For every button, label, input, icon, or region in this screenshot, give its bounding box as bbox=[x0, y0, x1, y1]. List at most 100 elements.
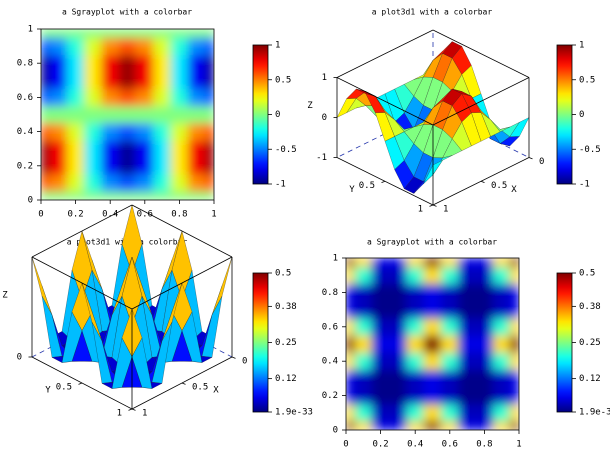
y-tick-label: 0.6 bbox=[322, 322, 338, 332]
heatmap-cell bbox=[458, 266, 477, 285]
y-tick-label: 0.2 bbox=[322, 391, 338, 401]
heatmap-cell bbox=[458, 300, 477, 319]
heatmap-cell bbox=[135, 191, 154, 200]
heatmap-cell bbox=[41, 54, 50, 73]
heatmap-cell bbox=[118, 54, 137, 73]
box-edge bbox=[31, 256, 133, 310]
colorbar-tick-label: 0.5 bbox=[579, 269, 595, 279]
heatmap-cell bbox=[205, 29, 214, 38]
heatmap-cell bbox=[388, 386, 407, 405]
heatmap-cell bbox=[118, 191, 137, 200]
y-tick-label: 0.4 bbox=[322, 357, 338, 367]
heatmap-cell bbox=[388, 300, 407, 319]
heatmap-cell bbox=[423, 258, 442, 267]
colorbar bbox=[252, 44, 269, 185]
y-tick bbox=[429, 204, 434, 207]
heatmap-cell bbox=[101, 174, 120, 192]
y-tick-label: 1 bbox=[117, 409, 122, 419]
heatmap-cell bbox=[170, 71, 189, 90]
heatmap-cell bbox=[153, 156, 172, 175]
z-tick-label: 0 bbox=[322, 113, 327, 123]
heatmap-cell bbox=[510, 403, 519, 422]
heatmap-cell bbox=[205, 88, 214, 107]
heatmap-cell bbox=[187, 37, 206, 55]
heatmap-cell bbox=[205, 105, 214, 124]
heatmap-cell bbox=[492, 266, 511, 285]
heatmap-cell bbox=[388, 352, 407, 371]
heatmap-cell bbox=[346, 317, 355, 336]
heatmap-cell bbox=[388, 421, 407, 430]
z-tick-label: -1 bbox=[316, 153, 327, 163]
heatmap-cell bbox=[83, 191, 102, 200]
heatmap-cell bbox=[205, 139, 214, 158]
heatmap-cell bbox=[388, 258, 407, 267]
heatmap-cell bbox=[66, 139, 85, 158]
heatmap-cell bbox=[153, 54, 172, 73]
heatmap-cell bbox=[83, 37, 102, 55]
heatmap-cell bbox=[205, 191, 214, 200]
heatmap-cell bbox=[346, 386, 355, 405]
box-edge bbox=[131, 204, 233, 258]
x-tick bbox=[432, 204, 437, 207]
heatmap-cell bbox=[41, 156, 50, 175]
heatmap-cell bbox=[49, 29, 68, 38]
colorbar-tick-label: -0.5 bbox=[579, 145, 601, 155]
heatmap-cell bbox=[406, 266, 425, 285]
heatmap-cell bbox=[510, 317, 519, 336]
x-tick-label: 0 bbox=[242, 357, 247, 367]
heatmap-cell bbox=[440, 258, 459, 267]
y-tick-label: 0.5 bbox=[359, 181, 375, 191]
heatmap-cell bbox=[492, 421, 511, 430]
colorbar-tick-label: 0 bbox=[579, 110, 584, 120]
heatmap-cell bbox=[458, 283, 477, 302]
plot-frame bbox=[40, 28, 215, 201]
heatmap-cell bbox=[83, 174, 102, 192]
heatmap-cell bbox=[492, 369, 511, 388]
heatmap-cell bbox=[440, 369, 459, 388]
heatmap-cell bbox=[346, 266, 355, 285]
colorbar-tick-label: 0.38 bbox=[275, 302, 297, 312]
heatmap-cell bbox=[346, 283, 355, 302]
heatmap-cell bbox=[101, 29, 120, 38]
heatmap-cell bbox=[170, 29, 189, 38]
heatmap-cell bbox=[66, 29, 85, 38]
heatmap-cell bbox=[41, 88, 50, 107]
heatmap-cell bbox=[135, 37, 154, 55]
colorbar-tick-label: 0.12 bbox=[579, 374, 601, 384]
heatmap-cell bbox=[406, 352, 425, 371]
heatmap-cell bbox=[153, 139, 172, 158]
heatmap-cell bbox=[388, 403, 407, 422]
y-tick bbox=[381, 180, 386, 184]
heatmap-cell bbox=[153, 174, 172, 192]
heatmap-cell bbox=[388, 335, 407, 353]
y-tick-label: 0.4 bbox=[17, 127, 33, 137]
heatmap-cell bbox=[49, 71, 68, 90]
colorbar-tick-label: 0.25 bbox=[275, 338, 297, 348]
heatmap-cell bbox=[492, 258, 511, 267]
heatmap-cell bbox=[458, 317, 477, 336]
heatmap-cell bbox=[354, 369, 373, 388]
heatmap-cell bbox=[153, 88, 172, 107]
heatmap-cell bbox=[41, 29, 50, 38]
heatmap-cell bbox=[406, 258, 425, 267]
box-edge bbox=[131, 256, 233, 310]
heatmap-cell bbox=[49, 174, 68, 192]
heatmap-cell bbox=[423, 386, 442, 405]
heatmap-cell bbox=[118, 139, 137, 158]
box-edge bbox=[31, 204, 133, 258]
heatmap-cell bbox=[371, 258, 390, 267]
heatmap-cell bbox=[118, 88, 137, 107]
z-tick-label: 0 bbox=[17, 353, 22, 363]
heatmap-cell bbox=[170, 122, 189, 141]
heatmap-cell bbox=[153, 105, 172, 124]
heatmap-cell bbox=[440, 403, 459, 422]
colorbar bbox=[252, 272, 269, 413]
heatmap-cell bbox=[371, 300, 390, 319]
heatmap-cell bbox=[354, 283, 373, 302]
colorbar-tick-label: -1 bbox=[275, 180, 286, 190]
heatmap-cell bbox=[135, 105, 154, 124]
heatmap-cell bbox=[135, 88, 154, 107]
x-tick-label: 0.6 bbox=[442, 440, 458, 450]
heatmap-cell bbox=[153, 122, 172, 141]
box-edge bbox=[432, 29, 530, 78]
